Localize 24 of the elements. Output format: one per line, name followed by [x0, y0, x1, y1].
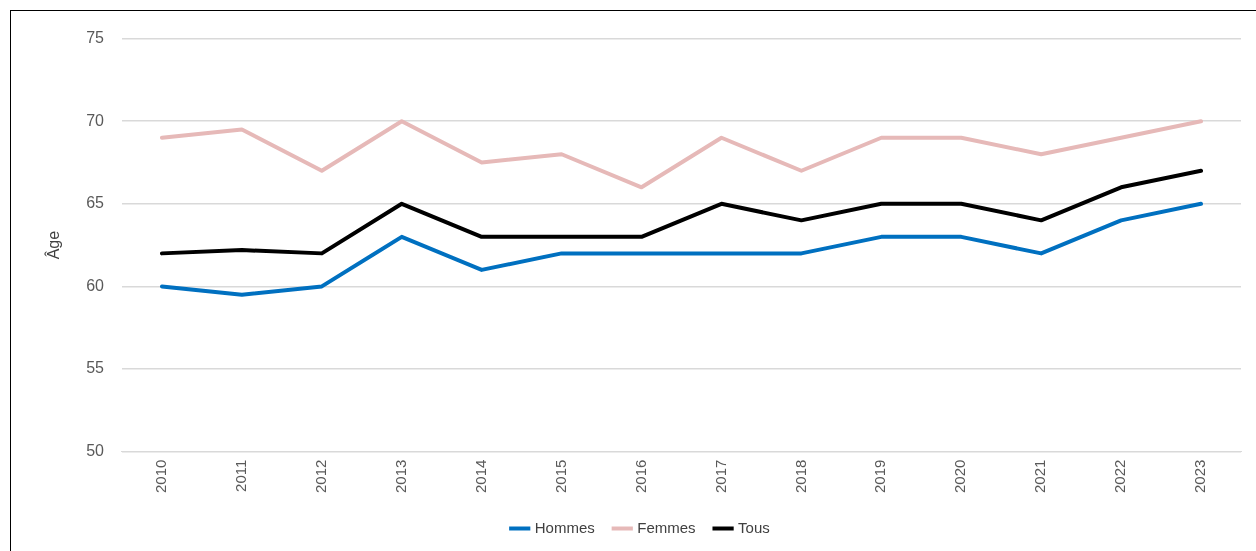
- y-tick-label: 55: [86, 359, 105, 377]
- x-tick-label: 2021: [1031, 459, 1049, 494]
- x-tick-label: 2010: [152, 459, 170, 494]
- x-tick-label: 2014: [471, 459, 489, 494]
- y-tick-label: 70: [86, 111, 105, 129]
- legend-label: Femmes: [637, 518, 696, 536]
- x-tick-label: 2020: [951, 459, 969, 494]
- x-tick-label: 2012: [311, 459, 329, 494]
- y-tick-label: 50: [86, 442, 105, 460]
- y-tick-label: 60: [86, 276, 105, 294]
- legend-label: Hommes: [534, 518, 595, 536]
- x-tick-label: 2013: [391, 459, 409, 494]
- legend-label: Tous: [738, 518, 770, 536]
- x-tick-label: 2011: [232, 459, 250, 492]
- x-tick-label: 2022: [1111, 459, 1129, 494]
- x-tick-label: 2019: [871, 459, 889, 494]
- y-tick-label: 65: [86, 194, 105, 212]
- x-tick-label: 2017: [711, 459, 729, 494]
- y-axis-title: Âge: [44, 230, 63, 260]
- x-tick-label: 2018: [791, 459, 809, 494]
- x-tick-label: 2023: [1191, 459, 1209, 494]
- y-tick-label: 75: [86, 29, 105, 47]
- x-tick-label: 2015: [551, 459, 569, 494]
- x-tick-label: 2016: [631, 459, 649, 494]
